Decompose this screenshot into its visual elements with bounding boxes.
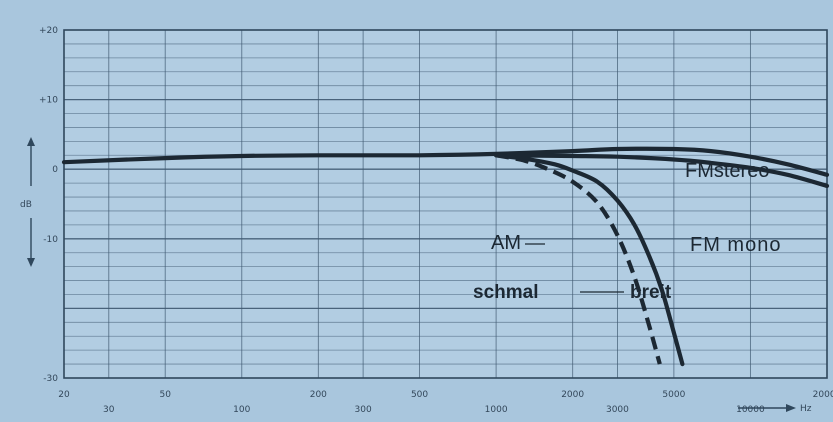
x-axis-ticks: 20 50 200 500 2000 5000 20000 30 100 300 1000 3000 1… xyxy=(58,390,833,415)
grid xyxy=(64,30,827,378)
right-arrow-head-icon xyxy=(786,404,796,412)
breit-label: breit xyxy=(630,282,672,303)
y-axis-label: dB xyxy=(20,200,32,210)
down-arrow-head-icon xyxy=(27,258,35,267)
x-axis-unit: Hz xyxy=(800,404,812,414)
x-tick-label: 3000 xyxy=(606,405,629,415)
y-tick-label: +10 xyxy=(39,96,58,106)
curve-breit xyxy=(494,153,685,367)
x-tick-label: 300 xyxy=(355,405,372,415)
plot-area xyxy=(64,30,827,378)
x-tick-label: 1000 xyxy=(485,405,508,415)
y-axis-ticks: +20 +10 0 -10 -30 xyxy=(39,26,58,384)
y-tick-label: +20 xyxy=(39,26,58,36)
am-label: AM xyxy=(491,232,521,254)
schmal-label: schmal xyxy=(473,282,538,303)
curve-fm-mono xyxy=(494,153,830,188)
fm-mono-label: FM mono xyxy=(690,234,781,256)
curve-fm-stereo xyxy=(61,146,830,177)
x-tick-label: 200 xyxy=(310,390,327,400)
x-tick-label: 500 xyxy=(411,390,428,400)
fm-stereo-label: FMstereo xyxy=(685,160,769,182)
curves xyxy=(61,146,830,367)
y-tick-label: -10 xyxy=(43,235,58,245)
x-tick-label: 10000 xyxy=(736,405,765,415)
plot-frame xyxy=(63,29,828,379)
x-tick-label: 20 xyxy=(58,390,70,400)
x-tick-label: 100 xyxy=(233,405,250,415)
up-arrow-head-icon xyxy=(27,137,35,146)
x-tick-label: 5000 xyxy=(662,390,685,400)
y-tick-label: -30 xyxy=(43,374,58,384)
x-tick-label: 2000 xyxy=(561,390,584,400)
x-tick-label: 20000 xyxy=(813,390,833,400)
x-tick-label: 50 xyxy=(159,390,171,400)
x-tick-label: 30 xyxy=(103,405,115,415)
y-tick-label: 0 xyxy=(52,165,58,175)
